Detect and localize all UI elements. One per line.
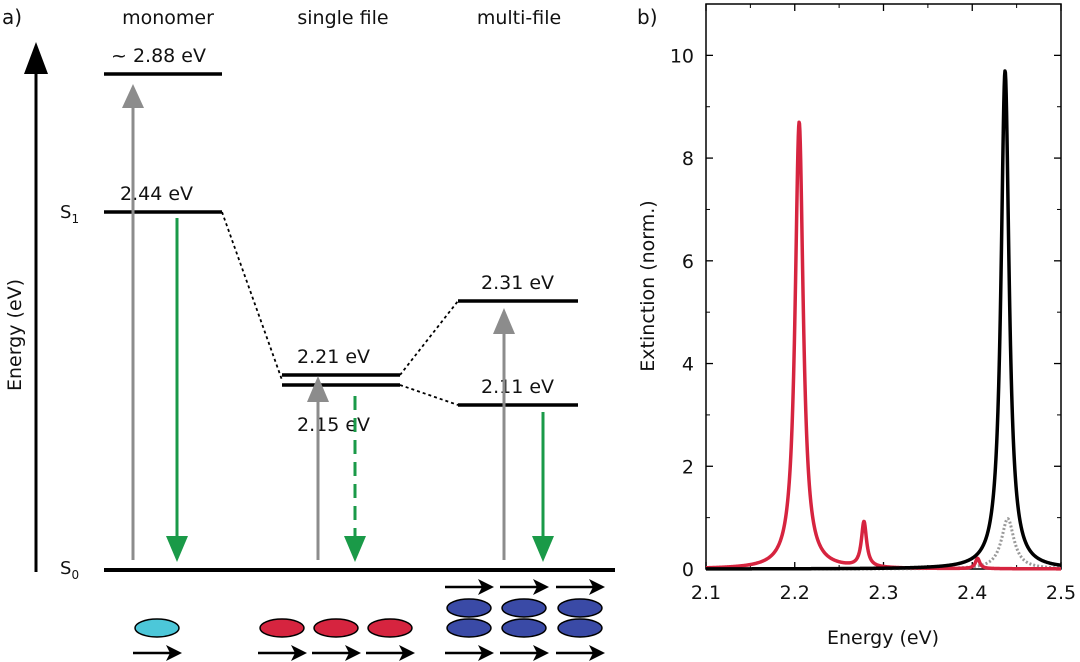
y-axis-ticks: 0 2 4 6 8 10 <box>670 45 1061 581</box>
single-file-molecule <box>367 618 413 638</box>
dipole-arrowhead-icon <box>399 645 415 661</box>
dipole-arrowhead-icon <box>533 579 549 595</box>
multi-file-molecule <box>446 598 492 618</box>
x-axis-ticks: 2.1 2.2 2.3 2.4 2.5 <box>691 4 1076 604</box>
spectra-series <box>704 69 1063 571</box>
multi-file-lower-level-label: 2.11 eV <box>481 376 554 398</box>
column-header-multi-file: multi-file <box>477 7 561 29</box>
single-file-absorption-arrowhead <box>307 376 329 402</box>
dipole-arrowhead-icon <box>589 645 605 661</box>
multi-file-molecule <box>557 598 603 618</box>
correlation-line-monomer-to-single <box>221 211 283 381</box>
multi-file-molecule <box>446 618 492 638</box>
x-axis-label: Energy (eV) <box>827 627 939 649</box>
y-tick-label: 8 <box>682 148 694 170</box>
single-file-upper-level-label: 2.21 eV <box>297 346 370 368</box>
column-header-single-file: single file <box>297 7 388 29</box>
y-tick-label: 4 <box>682 354 694 376</box>
single-file-molecule <box>259 618 305 638</box>
dipole-arrowhead-icon <box>291 645 307 661</box>
x-tick-label: 2.2 <box>780 582 810 604</box>
panel-a: a) Energy (eV) S1 S0 monomer single file… <box>2 5 615 661</box>
y-tick-label: 6 <box>682 251 694 273</box>
multi-file-molecule <box>501 618 547 638</box>
y-axis-label: Extinction (norm.) <box>637 200 659 371</box>
correlation-line-single-to-multi-lower <box>399 384 459 406</box>
y-tick-label: 10 <box>670 45 694 67</box>
monomer-s1-level-label: 2.44 eV <box>120 183 193 205</box>
monomer-molecule <box>134 618 180 638</box>
x-tick-label: 2.5 <box>1046 582 1076 604</box>
y-tick-label: 0 <box>682 559 694 581</box>
single-file-cartoon <box>258 618 415 661</box>
series-line-multi-file <box>704 69 1063 571</box>
x-tick-label: 2.3 <box>868 582 898 604</box>
panel-a-label: a) <box>2 5 22 29</box>
panel-b: b) 2.1 2.2 2.3 2.4 2.5 0 2 4 6 8 10 Energy (eV) E… <box>637 3 1076 649</box>
single-file-emission-arrowhead <box>344 536 366 562</box>
monomer-cartoon <box>133 618 182 661</box>
energy-axis-label: Energy (eV) <box>4 279 26 391</box>
dipole-arrowhead-icon <box>478 645 494 661</box>
y-tick-label: 2 <box>682 456 694 478</box>
multi-file-upper-level-label: 2.31 eV <box>481 272 554 294</box>
dipole-arrowhead-icon <box>589 579 605 595</box>
column-header-monomer: monomer <box>122 7 214 29</box>
monomer-upper-level-label: ~ 2.88 eV <box>111 45 206 67</box>
dipole-arrowhead-icon <box>166 645 182 661</box>
multi-file-cartoon <box>445 579 605 661</box>
multi-file-molecule <box>557 618 603 638</box>
multi-file-absorption-arrowhead <box>493 308 515 334</box>
x-tick-label: 2.4 <box>957 582 987 604</box>
dipole-arrowhead-icon <box>478 579 494 595</box>
state-s1-label: S1 <box>60 202 79 226</box>
state-s0-label: S0 <box>60 558 79 582</box>
multi-file-emission-arrowhead <box>532 536 554 562</box>
single-file-lower-level-label: 2.15 eV <box>297 414 370 436</box>
correlation-line-single-to-multi-upper <box>399 300 459 376</box>
multi-file-molecule <box>501 598 547 618</box>
dipole-arrowhead-icon <box>345 645 361 661</box>
monomer-absorption-arrowhead-upper <box>122 84 144 108</box>
x-tick-label: 2.1 <box>691 582 721 604</box>
single-file-molecule <box>313 618 359 638</box>
energy-axis-arrowhead <box>24 42 48 74</box>
panel-b-label: b) <box>637 5 658 29</box>
dipole-arrowhead-icon <box>533 645 549 661</box>
monomer-emission-arrowhead <box>166 536 188 562</box>
series-line-single-file <box>704 120 1063 571</box>
